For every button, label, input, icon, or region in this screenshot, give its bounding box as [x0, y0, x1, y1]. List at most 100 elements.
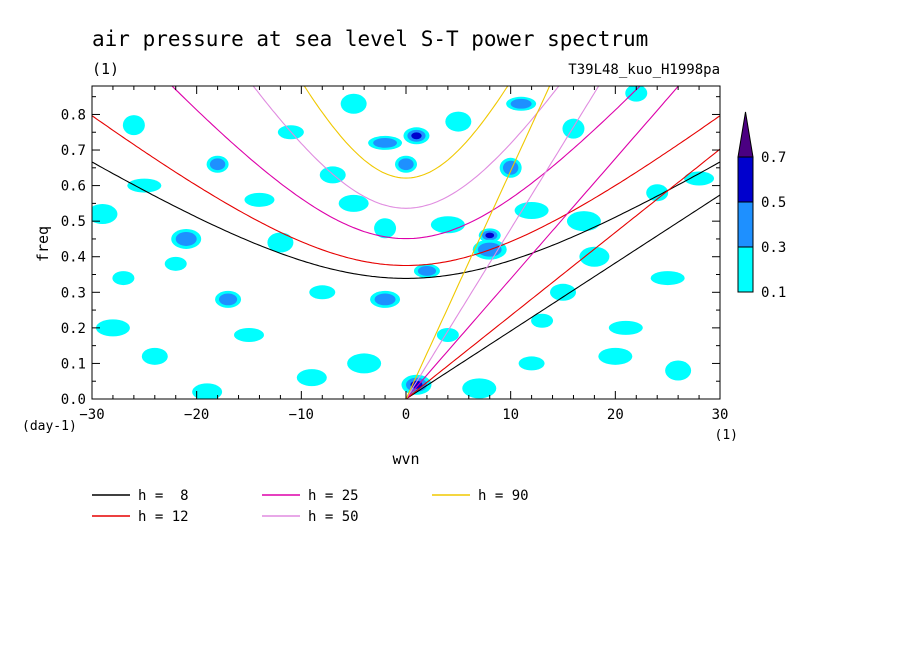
y-tick-label: 0.8: [61, 107, 86, 123]
kelvin-curve-h90: [405, 86, 551, 399]
field-contour-level-0: [95, 319, 130, 337]
chart-title: air pressure at sea level S-T power spec…: [92, 27, 648, 51]
field-contour-level-0: [445, 111, 472, 132]
legend-label-h8: h = 8: [138, 488, 189, 504]
field-contour-level-0: [514, 201, 549, 219]
field-contour-level-0: [436, 327, 459, 342]
field-contour-level-0: [646, 184, 669, 202]
field-contour-level-0: [340, 93, 367, 114]
kelvin-curve-h8: [405, 194, 720, 399]
field-contour-level-1: [398, 158, 414, 171]
y-tick-label: 0.3: [61, 285, 86, 301]
ig-curve-h8: [92, 161, 720, 279]
y-axis-label: freq: [34, 226, 52, 262]
x-tick-label: 20: [607, 407, 624, 423]
field-contour-level-0: [518, 356, 545, 371]
field-contour-level-0: [566, 211, 601, 232]
colorbar-swatch: [737, 246, 754, 293]
y-tick-label: 0.5: [61, 214, 86, 230]
legend-label-h25: h = 25: [308, 488, 359, 504]
field-contour-level-1: [502, 160, 519, 175]
colorbar-label: 0.3: [761, 240, 786, 256]
field-contour-level-0: [374, 218, 397, 239]
y-tick-label: 0.4: [61, 250, 86, 266]
legend-label-h12: h = 12: [138, 509, 189, 525]
y-tick-label: 0.2: [61, 321, 86, 337]
x-tick-label: 0: [402, 407, 410, 423]
field-contour-level-0: [192, 383, 223, 399]
kelvin-curve-h25: [405, 86, 680, 399]
field-contour-level-0: [579, 246, 610, 267]
y-tick-label: 0.1: [61, 356, 86, 372]
field-contour-level-0: [309, 285, 336, 300]
field-contour-level-0: [650, 271, 685, 286]
field-contour-level-0: [347, 353, 382, 374]
field-contour-level-0: [164, 256, 187, 271]
kelvin-curve-h12: [405, 148, 720, 399]
field-contour-level-0: [462, 378, 497, 399]
chart-subtitle-right: T39L48_kuo_H1998pa: [568, 62, 720, 78]
y-axis: 0.0 0.1 0.2 0.3 0.4 0.5 0.6 0.7 0.8: [61, 96, 720, 408]
x-axis-unit: (1): [715, 428, 738, 443]
field-contour-level-0: [112, 271, 135, 286]
legend-label-h50: h = 50: [308, 509, 359, 525]
field-contour-level-0: [296, 369, 327, 387]
colorbar-swatch: [737, 201, 754, 248]
x-tick-label: −30: [79, 407, 104, 423]
field-contour-level-1: [373, 138, 397, 148]
y-axis-unit: (day-1): [22, 419, 77, 434]
legend-label-h90: h = 90: [478, 488, 529, 504]
chart-subtitle-left: (1): [92, 60, 119, 78]
field-contour-level-0: [562, 118, 585, 139]
field-contour-level-1: [175, 231, 197, 246]
field-contour-level-0: [122, 115, 145, 136]
legend: h = 8 h = 12 h = 25 h = 50 h = 90: [92, 488, 529, 525]
x-tick-label: 30: [712, 407, 729, 423]
field-contour-level-0: [234, 327, 264, 342]
field-contour-level-0: [430, 216, 465, 234]
field-contour-level-0: [92, 204, 118, 225]
x-tick-label: −20: [184, 407, 209, 423]
colorbar-label: 0.5: [761, 195, 786, 211]
colorbar-swatch: [737, 156, 754, 203]
x-axis-label: wvn: [392, 450, 419, 468]
field-contour-level-2: [411, 132, 422, 140]
field-contour-level-0: [244, 192, 275, 207]
colorbar-label: 0.1: [761, 285, 786, 301]
field-contour-level-0: [141, 347, 168, 365]
ig-curve-h50: [252, 86, 560, 209]
y-tick-label: 0.0: [61, 392, 86, 408]
x-axis: −30 −20 −10 0 10 20 30: [79, 86, 728, 423]
field-contour-level-1: [218, 293, 238, 306]
field-contour-level-1: [209, 158, 226, 171]
x-tick-label: −10: [289, 407, 314, 423]
field-contour-level-0: [531, 313, 554, 328]
y-tick-label: 0.7: [61, 143, 86, 159]
field-contour-level-1: [510, 98, 532, 109]
power-field: [92, 86, 715, 399]
field-contour-level-1: [417, 266, 437, 276]
ig-curve-h25: [171, 86, 641, 240]
field-contour-level-0: [684, 171, 715, 186]
field-contour-level-0: [625, 86, 648, 102]
colorbar: 0.1 0.3 0.5 0.7: [737, 111, 786, 301]
y-tick-label: 0.6: [61, 179, 86, 195]
colorbar-arrow: [737, 111, 754, 158]
field-contour-level-1: [374, 293, 396, 306]
field-contour-level-0: [598, 347, 633, 365]
colorbar-label: 0.7: [761, 150, 786, 166]
ig-curve-h90: [303, 86, 509, 179]
field-contour-level-0: [267, 232, 294, 253]
field-contour-level-0: [665, 360, 692, 381]
field-contour-level-0: [127, 178, 162, 193]
field-contour-level-2: [485, 232, 495, 239]
field-contour-level-0: [550, 283, 576, 301]
dispersion-curves: [92, 86, 720, 399]
x-tick-label: 10: [502, 407, 519, 423]
ig-curve-h12: [92, 115, 720, 267]
field-contour-level-0: [608, 320, 643, 335]
kelvin-curve-h50: [405, 86, 600, 399]
field-contour-level-0: [338, 194, 369, 212]
